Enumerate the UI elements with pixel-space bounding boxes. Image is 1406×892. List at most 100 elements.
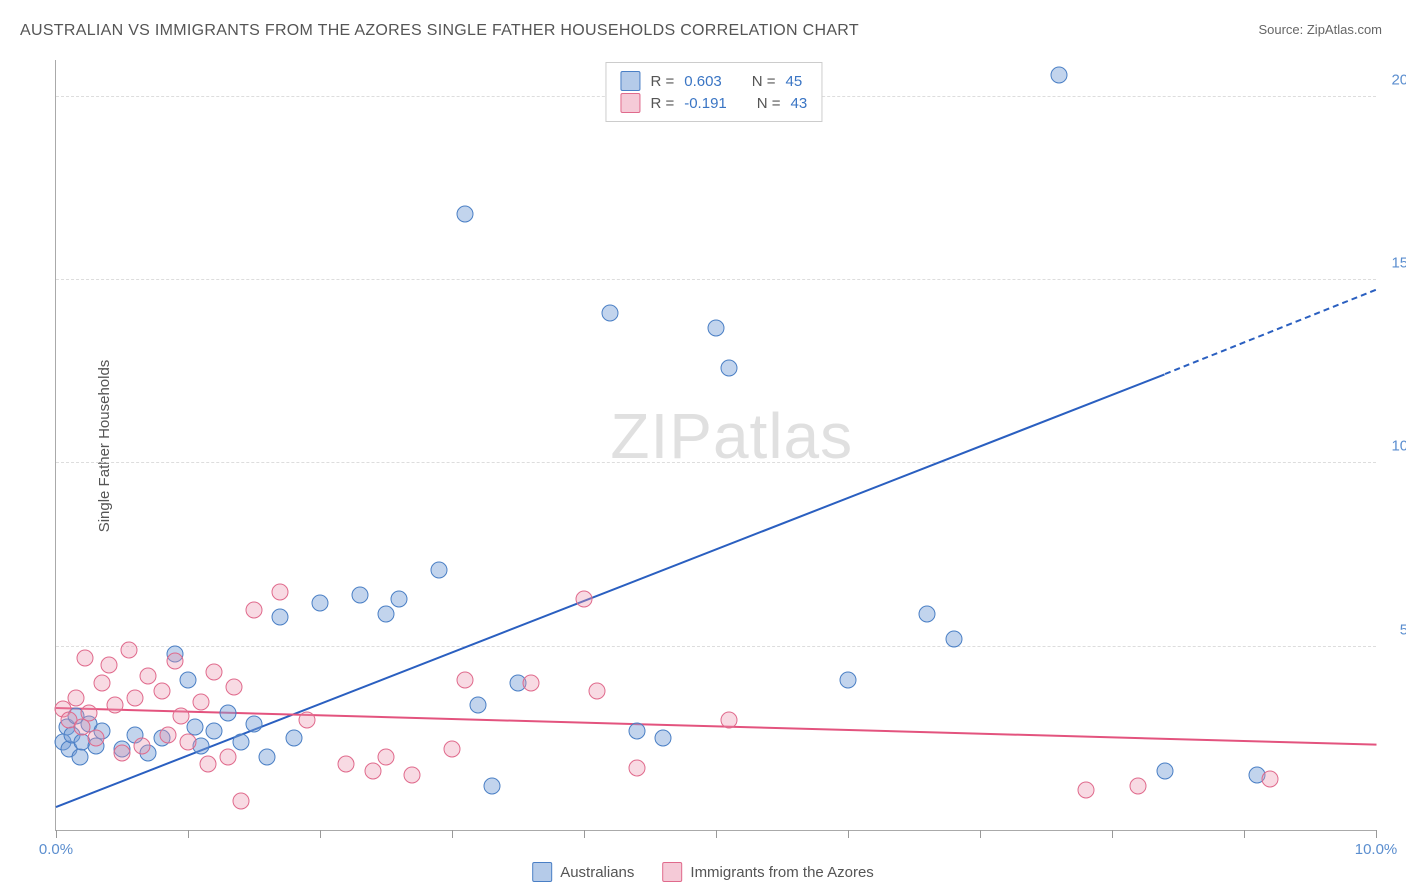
legend-series: Australians Immigrants from the Azores	[532, 862, 874, 882]
data-point	[430, 561, 447, 578]
data-point	[232, 792, 249, 809]
trend-line-extension	[1164, 289, 1376, 375]
data-point	[840, 671, 857, 688]
data-point	[71, 748, 88, 765]
x-tick	[56, 830, 57, 838]
data-point	[272, 609, 289, 626]
x-tick-label: 0.0%	[39, 841, 73, 858]
data-point	[206, 664, 223, 681]
legend-swatch-blue	[532, 862, 552, 882]
data-point	[81, 704, 98, 721]
data-point	[1051, 66, 1068, 83]
y-tick-label: 15.0%	[1391, 255, 1406, 272]
data-point	[576, 591, 593, 608]
data-point	[272, 583, 289, 600]
data-point	[404, 767, 421, 784]
r-label: R =	[650, 95, 674, 112]
data-point	[338, 756, 355, 773]
y-tick-label: 5.0%	[1400, 621, 1406, 638]
data-point	[193, 693, 210, 710]
data-point	[721, 360, 738, 377]
data-point	[1262, 770, 1279, 787]
legend-label: Australians	[560, 864, 634, 881]
r-label: R =	[650, 73, 674, 90]
data-point	[1130, 778, 1147, 795]
gridline	[56, 646, 1376, 647]
legend-swatch-pink	[662, 862, 682, 882]
data-point	[483, 778, 500, 795]
y-tick-label: 20.0%	[1391, 71, 1406, 88]
data-point	[378, 605, 395, 622]
data-point	[1156, 763, 1173, 780]
data-point	[226, 679, 243, 696]
data-point	[140, 668, 157, 685]
data-point	[219, 748, 236, 765]
x-tick	[1112, 830, 1113, 838]
x-tick-label: 10.0%	[1355, 841, 1398, 858]
x-tick	[1376, 830, 1377, 838]
watermark-thin: atlas	[713, 400, 853, 472]
data-point	[721, 712, 738, 729]
data-point	[708, 319, 725, 336]
data-point	[391, 591, 408, 608]
data-point	[246, 715, 263, 732]
x-tick	[320, 830, 321, 838]
data-point	[945, 631, 962, 648]
n-label: N =	[752, 73, 776, 90]
n-value: 45	[786, 73, 803, 90]
data-point	[628, 759, 645, 776]
data-point	[285, 730, 302, 747]
trend-line	[56, 373, 1166, 808]
legend-item-australians: Australians	[532, 862, 634, 882]
data-point	[114, 745, 131, 762]
data-point	[470, 697, 487, 714]
data-point	[77, 649, 94, 666]
data-point	[1077, 781, 1094, 798]
y-tick-label: 10.0%	[1391, 438, 1406, 455]
data-point	[312, 594, 329, 611]
data-point	[298, 712, 315, 729]
x-tick	[1244, 830, 1245, 838]
legend-row-pink: R = -0.191 N = 43	[620, 93, 807, 113]
legend-row-blue: R = 0.603 N = 45	[620, 71, 807, 91]
legend-swatch-blue	[620, 71, 640, 91]
x-tick	[848, 830, 849, 838]
data-point	[180, 734, 197, 751]
data-point	[133, 737, 150, 754]
n-value: 43	[791, 95, 808, 112]
data-point	[153, 682, 170, 699]
data-point	[180, 671, 197, 688]
x-tick	[188, 830, 189, 838]
x-tick	[452, 830, 453, 838]
source-label: Source: ZipAtlas.com	[1258, 22, 1382, 37]
legend-item-azores: Immigrants from the Azores	[662, 862, 873, 882]
data-point	[589, 682, 606, 699]
x-tick	[980, 830, 981, 838]
data-point	[602, 305, 619, 322]
data-point	[628, 723, 645, 740]
data-point	[232, 734, 249, 751]
data-point	[919, 605, 936, 622]
data-point	[655, 730, 672, 747]
x-tick	[584, 830, 585, 838]
data-point	[100, 657, 117, 674]
watermark-bold: ZIP	[610, 400, 713, 472]
data-point	[219, 704, 236, 721]
gridline	[56, 279, 1376, 280]
data-point	[259, 748, 276, 765]
scatter-plot: ZIPatlas 5.0%10.0%15.0%20.0%0.0%10.0%	[55, 60, 1376, 831]
data-point	[444, 741, 461, 758]
data-point	[94, 675, 111, 692]
data-point	[120, 642, 137, 659]
data-point	[127, 690, 144, 707]
data-point	[173, 708, 190, 725]
data-point	[166, 653, 183, 670]
data-point	[67, 690, 84, 707]
data-point	[457, 671, 474, 688]
data-point	[351, 587, 368, 604]
data-point	[87, 730, 104, 747]
data-point	[364, 763, 381, 780]
legend-swatch-pink	[620, 93, 640, 113]
legend-label: Immigrants from the Azores	[690, 864, 873, 881]
data-point	[206, 723, 223, 740]
